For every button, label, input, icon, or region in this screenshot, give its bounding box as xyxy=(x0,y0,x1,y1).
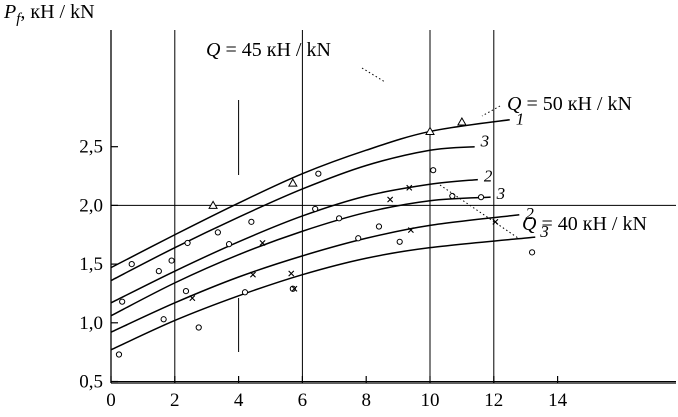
axes xyxy=(110,30,676,384)
y-tick-label: 2,0 xyxy=(79,195,103,216)
data-point-circle xyxy=(119,298,126,305)
annotation-q40: Q = 40 кН / kN xyxy=(522,213,647,235)
curve-label-6: 3 xyxy=(539,222,549,241)
y-tick-label: 1,0 xyxy=(79,313,103,334)
x-tick-label: 14 xyxy=(548,390,568,411)
data-point-circle xyxy=(168,257,175,264)
y-tick-label: 2,5 xyxy=(79,137,103,158)
curve-label-5: 2 xyxy=(525,204,534,223)
curve-label-1: 1 xyxy=(516,110,525,129)
annotation-q50: Q = 50 кН / kN xyxy=(507,93,632,115)
x-tick-label: 4 xyxy=(234,390,244,411)
data-point-circle xyxy=(289,285,296,292)
data-point-x xyxy=(291,285,298,292)
grid-lines xyxy=(111,30,676,383)
data-point-circle xyxy=(214,229,221,236)
data-point-circle xyxy=(375,223,383,230)
data-point-x xyxy=(407,227,414,234)
leader-q40 xyxy=(439,184,519,239)
data-point-circle xyxy=(241,289,249,296)
data-point-circle xyxy=(335,215,343,222)
annotation-leaders xyxy=(361,67,519,239)
data-point-circle xyxy=(430,167,437,174)
x-tick-label: 8 xyxy=(361,390,371,411)
curve-label-3: 2 xyxy=(484,167,493,186)
data-point-circle xyxy=(225,241,233,248)
leader-q50 xyxy=(481,105,501,117)
annotation-q45: Q = 45 кН / kN xyxy=(206,39,331,61)
data-point-circle xyxy=(355,235,362,242)
data-point-circle xyxy=(396,238,403,245)
data-point-triangle xyxy=(425,126,435,135)
data-point-circle xyxy=(528,249,536,256)
x-tick-label: 0 xyxy=(106,390,116,411)
data-point-circle xyxy=(477,194,485,201)
data-point-circle xyxy=(115,351,123,358)
data-point-x xyxy=(249,271,256,278)
x-tick-label: 2 xyxy=(170,390,180,411)
curve-label-2: 3 xyxy=(480,132,490,151)
data-point-circle xyxy=(160,316,167,323)
data-point-x xyxy=(288,270,295,277)
series-curves xyxy=(110,118,536,351)
leader-q45 xyxy=(361,67,386,83)
data-point-x xyxy=(259,239,266,246)
data-point-triangle xyxy=(457,117,467,126)
data-point-circle xyxy=(182,288,190,295)
series-line-3 xyxy=(110,178,478,304)
tick-labels: 0,5 1,0 1,5 2,0 2,5 0 2 4 6 8 10 12 14 xyxy=(79,137,567,411)
data-point-circle xyxy=(184,239,191,247)
x-tick-label: 6 xyxy=(298,390,308,411)
y-axis-title: Pf, кН / kN xyxy=(3,1,95,27)
series-line-4 xyxy=(110,196,491,317)
y-tick-label: 1,5 xyxy=(79,254,103,275)
data-point-circle xyxy=(315,170,322,177)
series-line-2 xyxy=(110,145,475,282)
data-points xyxy=(115,117,536,358)
curve-label-4: 3 xyxy=(496,184,506,203)
data-point-circle xyxy=(195,324,202,331)
data-point-circle xyxy=(155,268,162,275)
data-point-circle xyxy=(128,261,135,268)
x-tick-label: 12 xyxy=(484,390,503,411)
series-line-6 xyxy=(110,236,536,351)
data-point-triangle xyxy=(208,200,218,209)
data-point-circle xyxy=(248,218,255,225)
data-point-triangle xyxy=(287,178,298,187)
series-line-5 xyxy=(110,214,520,333)
data-point-x xyxy=(387,196,394,203)
x-tick-label: 10 xyxy=(421,390,440,411)
data-point-x xyxy=(406,184,413,191)
data-point-circle xyxy=(312,205,319,213)
y-tick-label: 0,5 xyxy=(79,372,103,393)
data-point-x xyxy=(189,295,196,302)
